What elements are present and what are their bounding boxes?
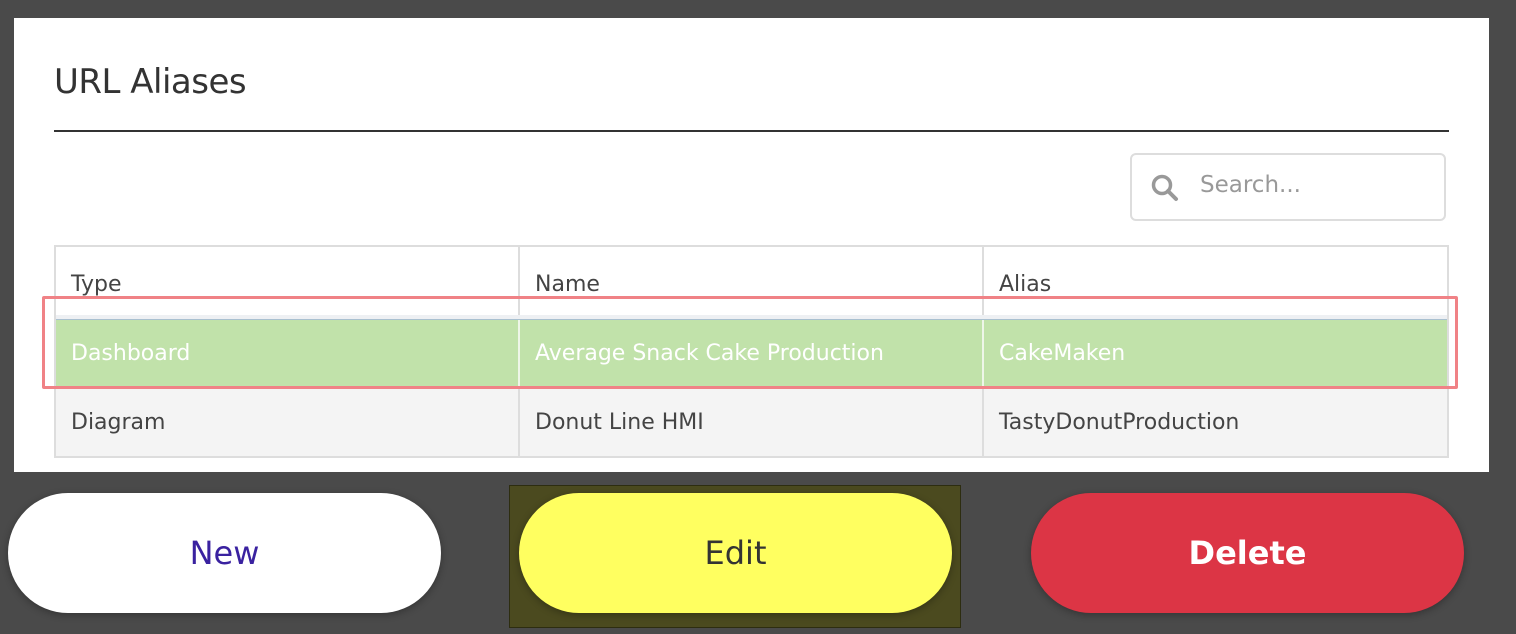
column-header-type[interactable]: Type <box>56 247 520 315</box>
cell-alias: CakeMaken <box>984 320 1447 387</box>
cell-type: Diagram <box>56 387 520 456</box>
url-aliases-panel: URL Aliases Type Name Alias Dashboard Av… <box>14 18 1489 472</box>
delete-button[interactable]: Delete <box>1031 493 1464 613</box>
search-icon <box>1151 174 1178 201</box>
edit-button[interactable]: Edit <box>519 493 952 613</box>
header-separator <box>56 315 1447 320</box>
aliases-table: Type Name Alias Dashboard Average Snack … <box>54 245 1449 458</box>
selected-row-highlight <box>42 296 1458 389</box>
cell-name: Donut Line HMI <box>520 387 984 456</box>
table-row[interactable]: Diagram Donut Line HMI TastyDonutProduct… <box>56 387 1447 456</box>
column-header-name[interactable]: Name <box>520 247 984 315</box>
cell-name: Average Snack Cake Production <box>520 320 984 387</box>
title-divider <box>54 130 1449 132</box>
cell-alias: TastyDonutProduction <box>984 387 1447 456</box>
column-header-alias[interactable]: Alias <box>999 271 1052 297</box>
table-header: Type Name Alias <box>56 247 1447 315</box>
search-input[interactable] <box>1198 171 1432 199</box>
table-row-selected[interactable]: Dashboard Average Snack Cake Production … <box>56 320 1447 387</box>
search-box[interactable] <box>1130 153 1446 221</box>
new-button[interactable]: New <box>8 493 441 613</box>
page-title: URL Aliases <box>54 62 247 102</box>
cell-type: Dashboard <box>56 320 520 387</box>
